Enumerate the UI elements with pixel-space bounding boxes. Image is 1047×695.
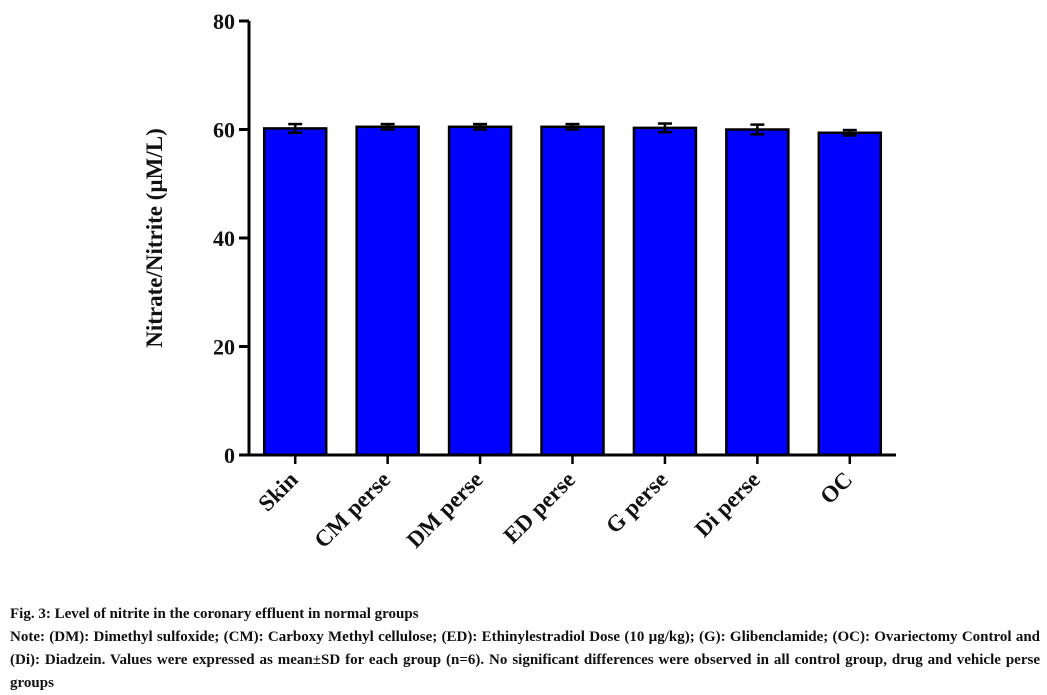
bar-3 — [540, 125, 605, 457]
bar-2 — [447, 125, 513, 457]
y-axis-label: Nitrate/Nitrite (µM/L) — [142, 128, 167, 348]
bar-4 — [632, 126, 698, 457]
y-tick-label-0: 0 — [224, 443, 235, 468]
y-tick-label-4: 80 — [213, 9, 235, 34]
x-tick-label-4: G perse — [601, 467, 672, 538]
x-tick-label-3: ED perse — [499, 467, 580, 548]
x-tick-label-0: Skin — [253, 467, 302, 516]
y-tick-label-2: 40 — [213, 226, 235, 251]
bar-6 — [817, 131, 883, 457]
bars-layer — [262, 122, 883, 457]
bar-chart: Skin CM perse DM perse ED perse G perse Di pe… — [142, 9, 896, 553]
bar-5 — [725, 128, 790, 457]
x-tick-label-5: Di perse — [690, 467, 765, 542]
bar-0 — [262, 127, 328, 457]
x-tick-label-1: CM perse — [309, 467, 395, 553]
caption-title: Fig. 3: Level of nitrite in the coronary… — [10, 606, 419, 622]
y-tick-label-1: 20 — [213, 335, 235, 360]
bar-1 — [355, 125, 420, 457]
caption-note: Note: (DM): Dimethyl sulfoxide; (CM): Ca… — [10, 629, 1040, 691]
y-tick-label-3: 60 — [213, 118, 235, 143]
x-tick-label-2: DM perse — [402, 467, 488, 553]
x-tick-label-6: OC — [815, 467, 857, 509]
figure-caption: Fig. 3: Level of nitrite in the coronary… — [10, 603, 1040, 695]
